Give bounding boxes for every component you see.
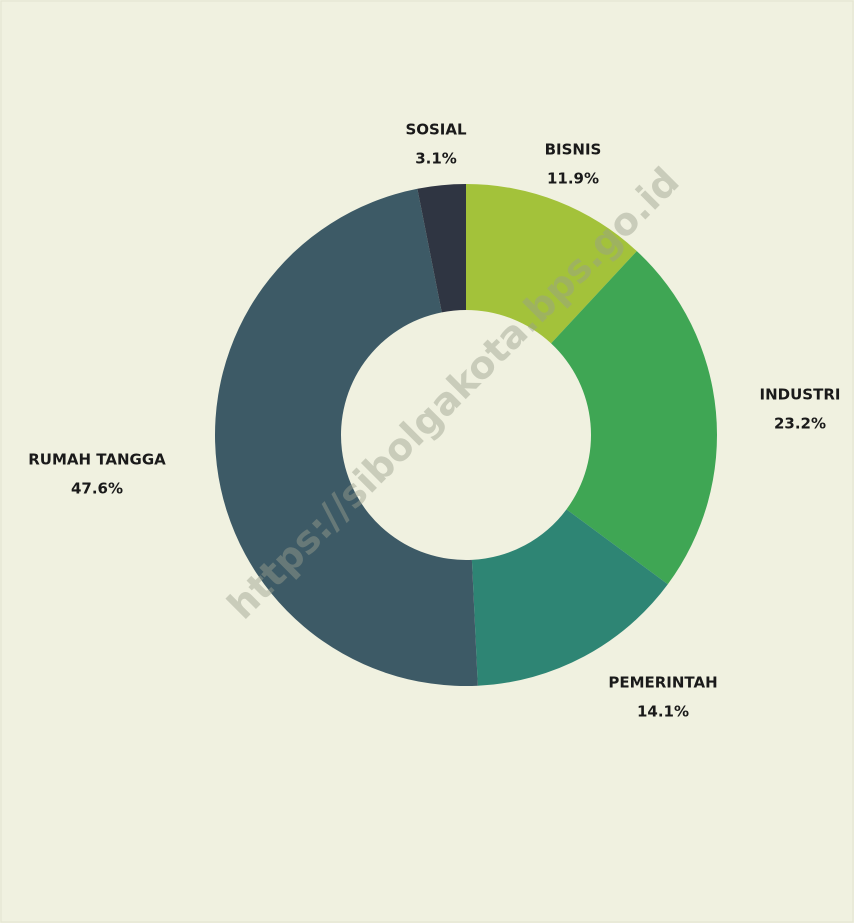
- slice-label: RUMAH TANGGA: [28, 451, 166, 469]
- slice-value-label: 3.1%: [415, 150, 457, 168]
- slice-label: SOSIAL: [405, 121, 467, 139]
- slice-value-label: 11.9%: [547, 170, 599, 188]
- donut-slice: [466, 184, 637, 344]
- slice-value-label: 23.2%: [774, 415, 826, 433]
- donut-slice: [551, 251, 718, 585]
- slice-value-label: 47.6%: [71, 480, 123, 498]
- donut-slice: [214, 188, 478, 687]
- slice-label: INDUSTRI: [760, 386, 841, 404]
- donut-slice: [417, 184, 466, 313]
- slice-label: PEMERINTAH: [608, 674, 717, 692]
- slice-value-label: 14.1%: [637, 703, 689, 721]
- donut-slice: [471, 509, 668, 686]
- slice-label: BISNIS: [545, 141, 602, 159]
